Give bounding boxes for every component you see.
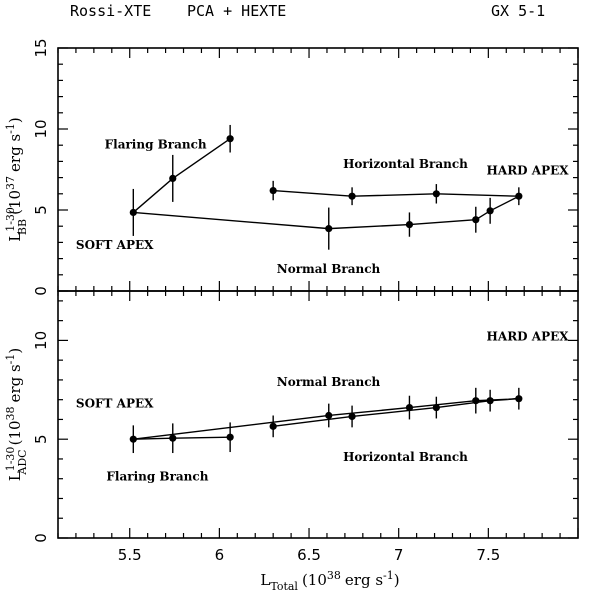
bottom-annotation: HARD APEX [487,329,570,343]
top-y-axis-label-sup: 1-30 [4,207,17,232]
bottom-plot-frame [57,290,579,539]
bottom-data-point [129,435,137,443]
top-data-point [432,190,440,198]
top-track-line [133,189,520,230]
bottom-annotation: Horizontal Branch [343,450,468,464]
top-y-axis-label-sub: BB [16,219,29,235]
bottom-data-point [432,403,440,412]
bottom-y-axis-label-sub: ADC [16,449,29,475]
top-data-point [169,174,177,183]
x-axis-label-sub: Total [270,580,298,593]
bottom-track-line [133,397,519,440]
bottom-data-point [486,397,494,405]
x-axis-label-units-rest-exp: -1 [383,569,394,582]
bottom-data-point [169,434,177,442]
bottom-data-point [472,397,480,405]
top-annotation: HARD APEX [487,163,570,177]
top-annotation: Flaring Branch [105,137,207,151]
top-y-axis-label-units: (10 [6,190,24,215]
top-annotation: SOFT APEX [76,238,154,252]
bottom-y-axis-label: L1-30ADC (1038 erg s-1) [4,348,29,482]
header-right: GX 5-1 [491,2,545,20]
x-axis-label-main: L [260,571,270,589]
bottom-data-point [325,411,333,420]
top-y-tick-label: 0 [32,286,50,296]
top-y-axis-label-units-close: ) [6,117,24,123]
top-panel: 0 5 10 15 Flaring Branch Horizontal Branch HAR… [4,38,579,296]
x-axis-label-units-close: ) [394,571,400,589]
x-tick-label: 7.5 [476,546,500,564]
bottom-y-axis-label-units-rest-exp: -1 [4,354,17,365]
top-data-point [269,186,277,195]
x-axis-label-units-rest: erg s [345,571,383,589]
bottom-y-axis-label-units: (10 [6,420,24,445]
bottom-y-tick-label: 5 [32,434,50,444]
top-y-tick-label: 5 [32,205,50,215]
top-data-point [472,216,480,224]
bottom-y-axis-label-units-close: ) [6,348,24,354]
top-y-axis-label-main: L [6,232,24,242]
top-y-axis-label-units-rest: erg s [6,134,24,172]
top-annotation: Horizontal Branch [343,157,468,171]
bottom-y-axis-label-sup: 1-30 [4,447,17,472]
x-tick-label: 7 [394,546,404,564]
header-middle: PCA + HEXTE [187,2,286,20]
bottom-y-axis-label-units-exp: 38 [4,406,17,420]
x-axis-label: LTotal (1038 erg s-1) [260,569,399,593]
top-y-axis-label: L1-30BB (1037 erg s-1) [4,117,29,242]
top-y-axis-label-units-rest-exp: -1 [4,123,17,134]
top-y-tick-label: 15 [32,38,50,57]
top-data-point [348,192,356,200]
bottom-y-axis-label-main: L [6,471,24,481]
top-data-point [486,207,494,215]
bottom-y-tick-label: 10 [32,331,50,350]
top-y-axis-label-units-exp: 37 [4,176,17,190]
bottom-y-axis-label-units-rest: erg s [6,364,24,402]
top-data-point [226,135,234,143]
bottom-data-point [269,422,277,430]
bottom-annotation: Flaring Branch [106,470,208,484]
bottom-annotation: SOFT APEX [76,397,154,411]
header-left: Rossi-XTE [70,2,151,20]
bottom-data-point [348,412,356,421]
x-tick-label: 6 [215,546,225,564]
bottom-y-tick-label: 0 [32,533,50,543]
top-data-point [515,192,523,200]
top-data-point [325,225,333,233]
bottom-panel: 0 5 10 5.5 6 6.5 7 7.5 HARD APEX Normal Branch SOF… [4,290,579,593]
x-axis-label-units-exp: 38 [327,569,341,582]
top-data-point [129,208,137,217]
bottom-data-point [405,403,414,412]
top-annotation: Normal Branch [277,262,381,276]
bottom-annotation: Normal Branch [277,375,381,389]
bottom-data-point [226,433,234,441]
bottom-data-point [515,395,523,403]
x-tick-label: 5.5 [118,546,142,564]
top-y-tick-label: 10 [32,119,50,138]
top-data-point [405,220,414,229]
x-axis-label-units: (10 [302,571,327,589]
x-tick-label: 6.5 [297,546,321,564]
